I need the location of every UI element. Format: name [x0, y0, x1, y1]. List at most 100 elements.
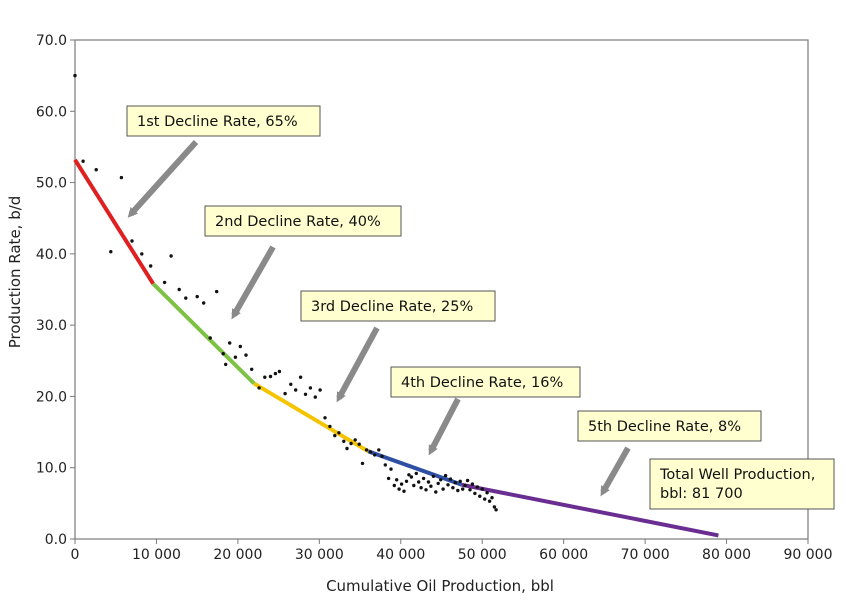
data-point: [383, 463, 387, 467]
callout-box: [126, 105, 321, 137]
data-point: [424, 488, 428, 492]
data-point: [119, 175, 124, 180]
data-point: [202, 301, 206, 305]
data-point: [109, 250, 113, 254]
data-point: [448, 477, 453, 481]
data-point: [233, 355, 238, 359]
data-point: [244, 353, 248, 357]
x-tick-label: 90 000: [784, 547, 833, 563]
data-point: [169, 254, 173, 258]
data-point: [490, 496, 494, 500]
callout-box: [204, 205, 402, 237]
data-point: [483, 497, 487, 501]
data-point: [443, 473, 448, 478]
callout-arrow: [336, 326, 380, 403]
data-point: [441, 487, 445, 491]
callout-2: 2nd Decline Rate, 40%: [204, 205, 402, 320]
data-point: [412, 483, 416, 488]
callout-5: 5th Decline Rate, 8%: [577, 410, 762, 497]
data-point: [177, 287, 181, 292]
data-point: [386, 476, 391, 481]
data-point: [263, 375, 267, 379]
data-point: [392, 483, 396, 488]
decline-segment-1: [73, 158, 155, 285]
callout-1: 1st Decline Rate, 65%: [126, 105, 321, 218]
callout-line: 5th Decline Rate, 8%: [588, 419, 741, 435]
data-point: [277, 369, 282, 374]
data-point: [399, 482, 404, 486]
x-tick-label: 10 000: [132, 547, 181, 563]
data-point: [224, 362, 228, 367]
data-point: [318, 388, 322, 392]
y-tick-label: 60.0: [36, 104, 67, 120]
x-tick-label: 60 000: [539, 547, 588, 563]
data-point: [364, 448, 369, 452]
data-point: [458, 479, 462, 483]
data-point: [429, 484, 433, 488]
x-tick-label: 40 000: [376, 547, 425, 563]
data-point: [407, 473, 411, 477]
callout-box: [577, 410, 762, 442]
data-point: [303, 392, 308, 396]
callout-line: 2nd Decline Rate, 40%: [215, 214, 381, 230]
x-tick-label: 30 000: [295, 547, 344, 563]
callout-label: 4th Decline Rate, 16%: [401, 375, 563, 391]
callout-label: 1st Decline Rate, 65%: [137, 114, 298, 130]
data-point: [149, 264, 153, 268]
callout-label: 2nd Decline Rate, 40%: [215, 214, 381, 230]
data-point: [395, 478, 399, 482]
y-tick-label: 10.0: [36, 461, 67, 477]
data-point: [184, 296, 188, 300]
data-point: [294, 388, 298, 392]
data-point: [465, 478, 470, 483]
callout-4: 4th Decline Rate, 16%: [390, 366, 581, 456]
y-tick-label: 30.0: [36, 318, 67, 334]
data-point: [453, 481, 457, 485]
data-point: [353, 438, 357, 442]
data-point: [470, 482, 475, 486]
callout-arrow: [428, 397, 461, 456]
data-point: [273, 371, 278, 376]
callout-line: 1st Decline Rate, 65%: [137, 114, 298, 130]
y-tick-label: 70.0: [36, 33, 67, 49]
data-point: [349, 441, 353, 446]
data-point: [414, 471, 418, 476]
x-tick-label: 20 000: [213, 547, 262, 563]
callout-label: 5th Decline Rate, 8%: [588, 419, 741, 435]
data-point: [494, 508, 498, 512]
callout-label: Total Well Production, bbl: 81 700: [659, 467, 815, 502]
data-point: [357, 442, 361, 446]
data-point: [215, 289, 219, 294]
data-point: [380, 454, 384, 458]
x-tick-label: 80 000: [702, 547, 751, 563]
data-point: [313, 395, 317, 399]
callout-arrow: [127, 139, 199, 218]
x-axis-title: Cumulative Oil Production, bbl: [326, 577, 554, 595]
data-point: [417, 480, 421, 484]
data-point: [250, 367, 254, 371]
data-point: [130, 239, 134, 243]
data-point: [402, 489, 406, 493]
data-point: [468, 488, 472, 492]
plot-frame: [74, 39, 809, 540]
callout-line: bbl: 81 700: [660, 486, 743, 502]
data-point: [478, 494, 482, 498]
data-point: [377, 448, 381, 452]
data-point: [162, 280, 167, 285]
data-point: [283, 391, 287, 396]
decline-callouts: 1st Decline Rate, 65% 2nd Decline Rate, 4…: [126, 105, 835, 510]
data-point: [492, 505, 497, 509]
data-point: [368, 450, 373, 454]
data-point: [434, 490, 438, 494]
y-tick-label: 40.0: [36, 247, 67, 263]
x-tick-label: 70 000: [621, 547, 670, 563]
callout-arrow: [600, 446, 631, 497]
callout-3: 3rd Decline Rate, 25%: [300, 290, 496, 403]
data-point: [94, 168, 98, 172]
data-point: [419, 486, 423, 490]
decline-segment-4: [367, 449, 463, 487]
decline-segment-2: [151, 282, 256, 386]
data-point: [409, 475, 414, 479]
data-point: [436, 481, 440, 486]
